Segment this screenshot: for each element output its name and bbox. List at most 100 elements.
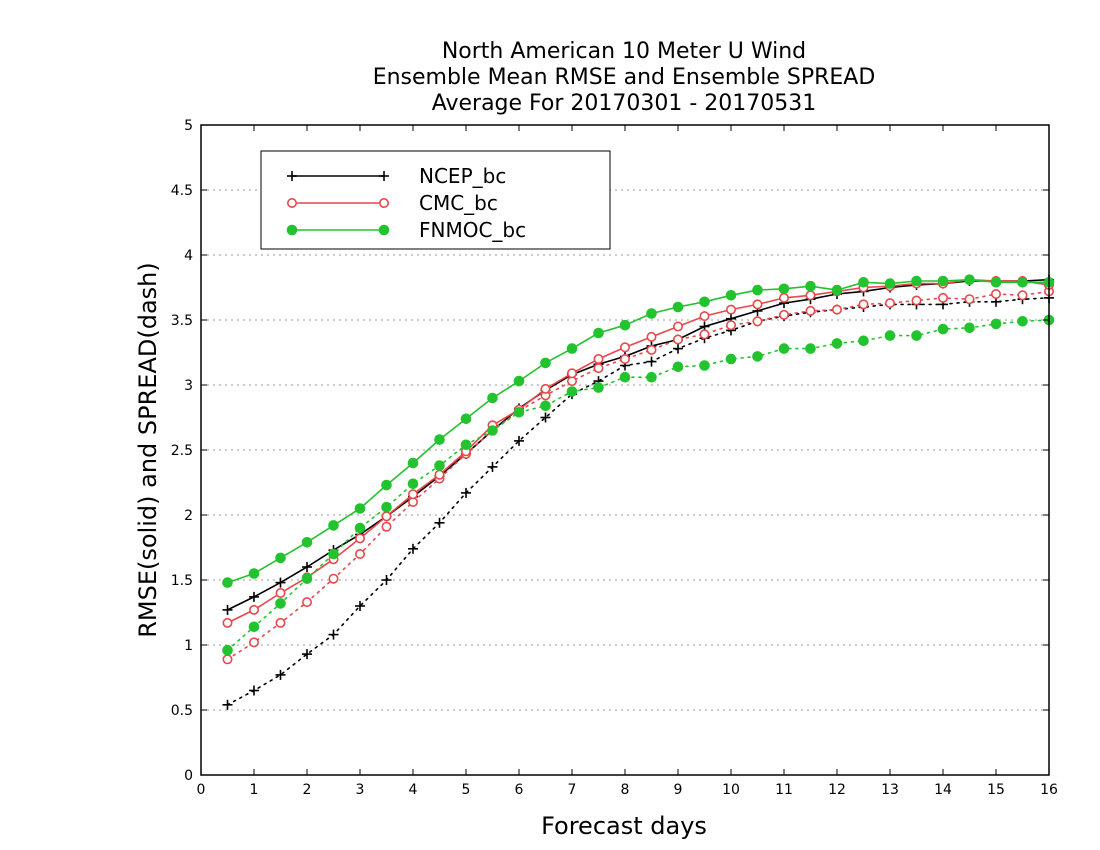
y-tick-label: 5 <box>184 118 193 134</box>
legend-marker <box>378 224 390 236</box>
x-tick-label: 15 <box>987 782 1005 798</box>
rmse-point-fnmoc-bc <box>593 327 604 339</box>
y-tick-label: 2.5 <box>171 443 193 459</box>
rmse-point-fnmoc-bc <box>222 577 233 588</box>
grid-lines <box>201 189 1049 711</box>
x-tick-label: 11 <box>775 782 793 798</box>
rmse-point-fnmoc-bc <box>831 284 843 296</box>
rmse-point-fnmoc-bc <box>566 343 578 354</box>
y-tick-label: 1 <box>184 638 193 654</box>
rmse-point-cmc-bc <box>354 533 365 544</box>
rmse-point-ncep-bc <box>249 591 259 602</box>
spread-point-fnmoc-bc <box>540 400 551 412</box>
legend-marker <box>378 198 389 209</box>
rmse-point-cmc-bc <box>566 368 577 379</box>
chart-title-line: North American 10 Meter U Wind <box>442 39 806 64</box>
spread-point-fnmoc-bc <box>434 460 445 471</box>
x-tick-label: 2 <box>303 782 312 798</box>
series-ncep-bc <box>222 274 1054 710</box>
legend-marker <box>286 198 297 209</box>
legend-marker <box>287 171 297 181</box>
spread-point-fnmoc-bc <box>222 644 233 656</box>
rmse-point-fnmoc-bc <box>460 413 472 425</box>
spread-point-fnmoc-bc <box>884 330 896 341</box>
x-tick-label: 3 <box>356 782 365 798</box>
rmse-point-cmc-bc <box>540 383 551 394</box>
rmse-point-cmc-bc <box>434 469 445 480</box>
rmse-line-cmc-bc <box>227 278 1050 624</box>
x-tick-label: 4 <box>409 782 418 798</box>
spread-point-fnmoc-bc <box>725 353 737 365</box>
spread-point-cmc-bc <box>619 353 630 364</box>
spread-point-cmc-bc <box>222 654 233 665</box>
rmse-point-fnmoc-bc <box>1017 277 1028 288</box>
spread-point-cmc-bc <box>699 329 710 340</box>
rmse-line-ncep-bc <box>227 278 1050 611</box>
spread-point-fnmoc-bc <box>858 335 869 347</box>
rmse-point-fnmoc-bc <box>911 275 922 287</box>
spread-point-ncep-bc <box>302 649 312 660</box>
y-tick-label: 1.5 <box>171 573 193 589</box>
rmse-point-cmc-bc <box>249 604 260 615</box>
rmse-point-cmc-bc <box>699 311 710 322</box>
rmse-point-ncep-bc <box>222 604 233 615</box>
rmse-point-fnmoc-bc <box>248 568 260 579</box>
x-axis-label: Forecast days <box>541 812 707 840</box>
spread-point-ncep-bc <box>461 487 471 498</box>
series-group <box>222 274 1055 710</box>
spread-point-cmc-bc <box>831 304 842 315</box>
rmse-point-cmc-bc <box>222 617 233 628</box>
spread-point-fnmoc-bc <box>937 323 949 335</box>
spread-point-cmc-bc <box>858 299 869 310</box>
rmse-point-cmc-bc <box>672 321 683 332</box>
rmse-point-cmc-bc <box>646 331 657 342</box>
y-tick-label: 3 <box>184 378 193 394</box>
rmse-point-fnmoc-bc <box>407 457 419 469</box>
spread-point-fnmoc-bc <box>964 322 975 334</box>
x-tick-label: 14 <box>934 782 952 798</box>
spread-point-cmc-bc <box>990 288 1001 299</box>
series-cmc-bc <box>222 274 1055 665</box>
spread-point-ncep-bc <box>673 343 683 354</box>
rmse-point-fnmoc-bc <box>354 503 366 514</box>
x-tick-label: 9 <box>674 782 683 798</box>
x-tick-label: 13 <box>881 782 899 798</box>
x-tick-label: 0 <box>197 782 206 798</box>
spread-point-cmc-bc <box>593 363 604 374</box>
spread-point-ncep-bc <box>408 543 418 554</box>
spread-point-fnmoc-bc <box>487 425 498 436</box>
y-axis-label: RMSE(solid) and SPREAD(dash) <box>134 262 162 638</box>
y-tick-label: 4.5 <box>171 183 193 199</box>
rmse-point-fnmoc-bc <box>884 278 896 289</box>
spread-point-cmc-bc <box>328 573 339 584</box>
rmse-point-fnmoc-bc <box>328 520 339 531</box>
legend-item-ncep-bc: NCEP_bc <box>287 164 506 188</box>
rmse-point-cmc-bc <box>805 290 816 301</box>
x-tick-label: 12 <box>828 782 846 798</box>
y-tick-label: 2 <box>184 508 193 524</box>
spread-point-fnmoc-bc <box>381 501 392 513</box>
x-tick-label: 1 <box>250 782 259 798</box>
spread-point-cmc-bc <box>752 316 763 327</box>
rmse-point-fnmoc-bc <box>699 296 710 308</box>
spread-point-fnmoc-bc <box>831 338 843 349</box>
rmse-point-cmc-bc <box>593 353 604 364</box>
spread-point-fnmoc-bc <box>566 386 578 397</box>
legend-box <box>260 150 611 250</box>
rmse-point-fnmoc-bc <box>858 277 869 288</box>
rmse-point-fnmoc-bc <box>540 357 551 369</box>
rmse-point-cmc-bc <box>275 587 286 598</box>
spread-line-cmc-bc <box>226 290 1050 661</box>
spread-point-ncep-bc <box>328 629 339 640</box>
spread-point-ncep-bc <box>222 699 233 710</box>
spread-point-fnmoc-bc <box>911 330 922 341</box>
spread-point-cmc-bc <box>884 298 895 309</box>
spread-point-cmc-bc <box>249 637 260 648</box>
rmse-point-cmc-bc <box>725 304 736 315</box>
spread-line-fnmoc-bc <box>226 319 1050 652</box>
rmse-point-ncep-bc <box>275 577 286 588</box>
rmse-point-fnmoc-bc <box>778 283 790 295</box>
spread-point-ncep-bc <box>487 461 498 472</box>
